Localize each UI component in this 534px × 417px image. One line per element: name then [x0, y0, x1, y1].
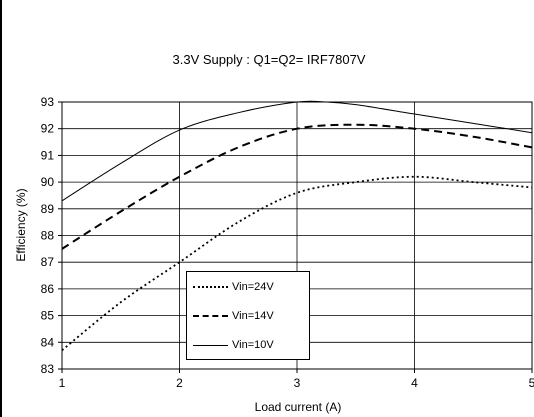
- legend-label-vin14: Vin=14V: [232, 310, 274, 322]
- legend-label-vin24: Vin=24V: [232, 281, 274, 293]
- y-tick-label: 91: [41, 148, 55, 162]
- y-tick-label: 84: [41, 335, 55, 349]
- series-lines: [61, 100, 533, 352]
- legend-item-vin14: Vin=14V: [193, 309, 274, 323]
- x-tick-label: 5: [529, 376, 534, 390]
- y-tick-label: 83: [41, 362, 55, 376]
- x-tick-label: 3: [294, 376, 301, 390]
- y-tick-label: 90: [41, 175, 55, 189]
- legend: Vin=24V Vin=14V Vin=10V: [186, 271, 310, 360]
- legend-item-vin24: Vin=24V: [193, 280, 274, 294]
- chart-title: 3.3V Supply : Q1=Q2= IRF7807V: [172, 52, 366, 67]
- y-tick-label: 92: [41, 122, 55, 136]
- x-tick-label: 2: [176, 376, 183, 390]
- y-tick-label: 93: [41, 95, 55, 109]
- legend-dashed-line: [193, 315, 228, 317]
- series-line-vin-24v: [61, 175, 533, 352]
- x-tick-labels: 1 2 3 4 5: [59, 376, 534, 390]
- x-axis-label: Load current (A): [254, 400, 342, 414]
- y-tick-labels: 83 84 85 86 87 88 89 90 91 92 93: [41, 95, 55, 376]
- x-tick-label: 1: [59, 376, 66, 390]
- y-tick-label: 86: [41, 282, 55, 296]
- y-tick-label: 89: [41, 202, 55, 216]
- y-tick-label: 85: [41, 309, 55, 323]
- x-gridlines: [61, 102, 533, 373]
- legend-solid-line: [193, 344, 228, 346]
- y-tick-label: 87: [41, 255, 55, 269]
- legend-label-vin10: Vin=10V: [232, 339, 274, 351]
- y-axis-label: Efficiency (%): [14, 188, 28, 262]
- y-tick-label: 88: [41, 229, 55, 243]
- x-tick-label: 4: [411, 376, 418, 390]
- legend-dotted-line: [193, 286, 228, 288]
- legend-item-vin10: Vin=10V: [193, 338, 274, 352]
- series-line-vin-10v: [61, 100, 533, 202]
- series-line-vin-14v: [61, 123, 533, 250]
